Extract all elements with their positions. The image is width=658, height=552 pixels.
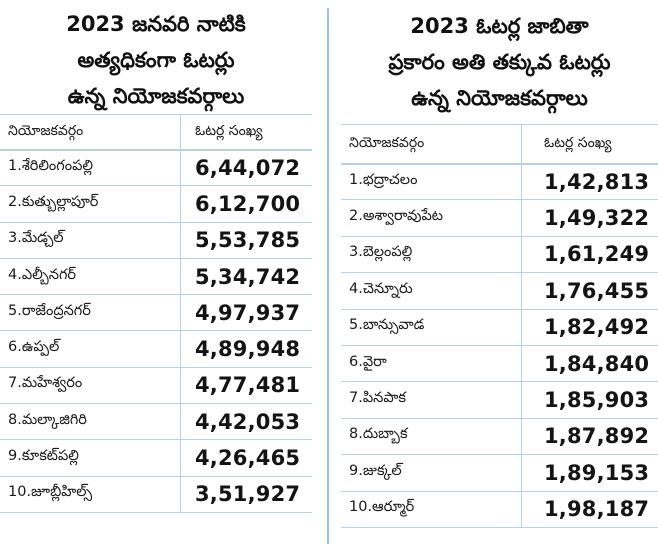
voter-count-cell: 1,98,187: [521, 491, 658, 527]
voter-count-cell: 1,89,153: [521, 455, 658, 491]
voter-count-cell: 4,89,948: [180, 331, 312, 367]
constituency-name: 8.మల్కాజిగిరి: [8, 411, 87, 428]
title-line: ప్రకారం అతి తక్కువ ఓటర్లు: [388, 50, 611, 74]
voter-count-cell: 1,85,903: [521, 382, 658, 418]
voter-count-cell: 4,77,481: [180, 367, 312, 404]
table-header-row: నియోజకవర్గం ఓటర్ల సంఖ్య: [0, 114, 312, 150]
lowest-voters-table: నియోజకవర్గం ఓటర్ల సంఖ్య 1.భద్రాచలం 1,42,8…: [341, 124, 658, 528]
voter-count-cell: 3,51,927: [180, 476, 312, 512]
table-row: 9.జుక్కల్ 1,89,153: [341, 455, 658, 492]
voter-count: 1,84,840: [544, 351, 650, 376]
constituency-name: 8.దుబ్బాక: [349, 426, 408, 443]
voter-count-cell: 1,87,892: [521, 418, 658, 455]
highest-voters-panel: 2023 జనవరి నాటికి అత్యధికంగా ఓటర్లు ఉన్న…: [0, 0, 312, 552]
voter-count: 6,44,072: [195, 156, 301, 181]
table-row: 1.భద్రాచలం 1,42,813: [341, 164, 658, 201]
voter-count: 1,49,322: [544, 206, 650, 231]
voter-count: 1,61,249: [544, 242, 650, 267]
constituency-name: 6.వైరా: [349, 353, 387, 370]
column-header-constituency: నియోజకవర్గం: [8, 122, 84, 139]
constituency-name: 1.శేరిలింగంపల్లి: [8, 158, 94, 175]
constituency-name: 5.బాన్సువాడ: [349, 317, 425, 334]
table-row: 2.కుత్బుల్లాపూర్ 6,12,700: [0, 186, 312, 223]
constituency-name: 4.ఎల్బీనగర్: [8, 266, 77, 283]
voter-count-cell: 1,61,249: [521, 236, 658, 273]
table-row: 10.జూబ్లీహిల్స్ 3,51,927: [0, 476, 312, 513]
table-row: 4.ఎల్బీనగర్ 5,34,742: [0, 258, 312, 296]
table-row: 8.దుబ్బాక 1,87,892: [341, 418, 658, 456]
constituency-name: 1.భద్రాచలం: [349, 172, 418, 189]
voter-count: 5,53,785: [195, 228, 301, 253]
voter-count: 1,87,892: [544, 424, 650, 449]
voter-count: 1,89,153: [544, 460, 650, 485]
table-row: 1.శేరిలింగంపల్లి 6,44,072: [0, 150, 312, 187]
voter-count: 1,85,903: [544, 388, 650, 413]
voter-count-cell: 1,49,322: [521, 200, 658, 236]
panel-divider: [327, 8, 329, 544]
constituency-name: 9.జుక్కల్: [349, 462, 402, 479]
voter-count: 1,42,813: [544, 170, 650, 195]
highest-voters-table: నియోజకవర్గం ఓటర్ల సంఖ్య 1.శేరిలింగంపల్లి…: [0, 114, 312, 513]
voter-count-cell: 5,34,742: [180, 258, 312, 295]
constituency-name: 6.ఉప్పల్: [8, 339, 60, 356]
constituency-name: 10.ఆర్మూర్: [349, 499, 415, 516]
constituency-name: 7.పినపాక: [349, 390, 406, 407]
title-line: అత్యధికంగా ఓటర్లు: [77, 48, 235, 72]
voter-count: 4,42,053: [195, 409, 301, 434]
table-row: 3.మేడ్చల్ 5,53,785: [0, 222, 312, 259]
table-row: 5.బాన్సువాడ 1,82,492: [341, 309, 658, 346]
column-header-constituency: నియోజకవర్గం: [349, 134, 425, 151]
lowest-voters-title: 2023 ఓటర్ల జాబితా ప్రకారం అతి తక్కువ ఓటర…: [341, 8, 658, 116]
voter-count: 1,98,187: [544, 497, 650, 522]
table-row: 9.కూకట్‌పల్లి 4,26,465: [0, 440, 312, 477]
voter-count-cell: 4,97,937: [180, 295, 312, 331]
table-row: 2.అశ్వారావుపేట 1,49,322: [341, 200, 658, 237]
voter-count: 4,26,465: [195, 446, 301, 471]
column-header-voters: ఓటర్ల సంఖ్య: [521, 125, 658, 163]
voter-count: 4,97,937: [195, 300, 301, 325]
voter-count-cell: 1,76,455: [521, 273, 658, 309]
voter-count-cell: 4,42,053: [180, 404, 312, 440]
voter-count-cell: 5,53,785: [180, 222, 312, 258]
voter-count: 5,34,742: [195, 264, 301, 289]
highest-voters-title: 2023 జనవరి నాటికి అత్యధికంగా ఓటర్లు ఉన్న…: [0, 6, 312, 114]
title-line: 2023 ఓటర్ల జాబితా: [410, 14, 589, 38]
table-row: 10.ఆర్మూర్ 1,98,187: [341, 491, 658, 528]
table-row: 8.మల్కాజిగిరి 4,42,053: [0, 404, 312, 441]
voter-count-cell: 1,82,492: [521, 309, 658, 345]
constituency-name: 2.కుత్బుల్లాపూర్: [8, 193, 99, 210]
constituency-name: 3.మేడ్చల్: [8, 230, 64, 247]
title-line: ఉన్న నియోజకవర్గాలు: [67, 84, 245, 108]
voter-count: 4,77,481: [195, 373, 301, 398]
constituency-name: 7.మహేశ్వరం: [8, 375, 83, 392]
table-row: 5.రాజేంద్రనగర్ 4,97,937: [0, 295, 312, 332]
voter-count: 1,76,455: [544, 278, 650, 303]
voter-count-cell: 4,26,465: [180, 440, 312, 476]
table-row: 6.ఉప్పల్ 4,89,948: [0, 331, 312, 368]
voter-count-cell: 1,42,813: [521, 165, 658, 200]
voter-count: 1,82,492: [544, 315, 650, 340]
table-row: 7.మహేశ్వరం 4,77,481: [0, 367, 312, 405]
voter-count: 3,51,927: [195, 482, 301, 507]
constituency-name: 5.రాజేంద్రనగర్: [8, 302, 91, 319]
table-header-row: నియోజకవర్గం ఓటర్ల సంఖ్య: [341, 124, 658, 164]
voter-count: 4,89,948: [195, 337, 301, 362]
constituency-name: 4.చెన్నూరు: [349, 280, 413, 297]
title-line: ఉన్న నియోజకవర్గాలు: [411, 86, 588, 110]
lowest-voters-panel: 2023 ఓటర్ల జాబితా ప్రకారం అతి తక్కువ ఓటర…: [341, 0, 658, 552]
table-row: 7.పినపాక 1,85,903: [341, 382, 658, 419]
column-header-voters: ఓటర్ల సంఖ్య: [180, 115, 312, 149]
table-row: 4.చెన్నూరు 1,76,455: [341, 273, 658, 310]
constituency-name: 9.కూకట్‌పల్లి: [8, 448, 79, 465]
constituency-name: 10.జూబ్లీహిల్స్: [8, 484, 93, 501]
title-line: 2023 జనవరి నాటికి: [66, 12, 246, 36]
voter-count-cell: 1,84,840: [521, 345, 658, 382]
voter-count: 6,12,700: [195, 191, 301, 216]
table-row: 6.వైరా 1,84,840: [341, 345, 658, 383]
voter-count-cell: 6,44,072: [180, 151, 312, 186]
constituency-name: 3.బెల్లంపల్లి: [349, 244, 413, 261]
constituency-name: 2.అశ్వారావుపేట: [349, 208, 443, 225]
voter-count-cell: 6,12,700: [180, 186, 312, 222]
table-row: 3.బెల్లంపల్లి 1,61,249: [341, 236, 658, 274]
